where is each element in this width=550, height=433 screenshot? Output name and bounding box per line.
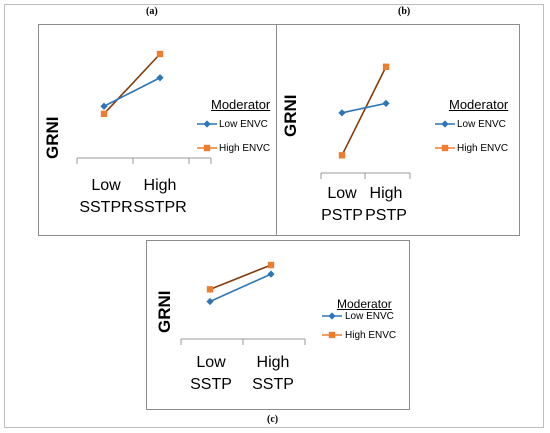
x-tick-line1: Low	[196, 354, 226, 371]
legend-title: Moderator	[449, 97, 509, 112]
x-tick-line2: SSTP	[252, 376, 294, 393]
legend-label-low-envc: Low ENVC	[219, 119, 268, 130]
y-axis-label: GRNI	[43, 116, 62, 160]
legend-marker-high-envc	[203, 144, 211, 152]
data-point-high-envc	[267, 261, 275, 269]
y-axis-label: GRNI	[281, 94, 300, 138]
x-tick-line1: Low	[327, 185, 357, 202]
chart-plot-b	[320, 63, 455, 179]
x-tick-label-low: Low PSTP	[319, 183, 365, 227]
x-tick-line2: PSTP	[321, 207, 363, 224]
legend-label-low-envc: Low ENVC	[457, 119, 506, 130]
x-tick-label-low: Low SSTPR	[79, 175, 133, 219]
series-line-low-envc	[103, 77, 161, 107]
y-axis-label: GRNI	[155, 290, 174, 334]
caption-a: (a)	[146, 6, 158, 17]
data-point-low-envc	[382, 99, 390, 107]
chart-panel-c: GRNI Low SSTP High SSTP Moderator Low EN…	[146, 240, 410, 410]
legend-title: Moderator	[211, 97, 271, 112]
data-point-high-envc	[338, 152, 346, 159]
caption-c: (c)	[267, 414, 279, 425]
data-point-low-envc	[267, 270, 275, 278]
legend-label-high-envc: High ENVC	[219, 143, 271, 154]
legend-marker-high-envc	[441, 144, 449, 152]
data-point-high-envc	[206, 286, 214, 293]
x-tick-line1: High	[369, 185, 403, 202]
data-point-high-envc	[156, 50, 164, 58]
data-point-low-envc	[100, 102, 108, 110]
series-line-low-envc	[341, 102, 387, 114]
series-line-high-envc	[341, 66, 387, 156]
legend-label-high-envc: High ENVC	[345, 330, 397, 341]
x-tick-line1: Low	[91, 177, 121, 194]
caption-b: (b)	[398, 6, 411, 17]
data-point-high-envc	[100, 110, 108, 118]
legend-label-high-envc: High ENVC	[457, 143, 509, 154]
data-point-low-envc	[338, 109, 346, 117]
legend-title: Moderator	[337, 297, 392, 311]
legend-marker-low-envc	[328, 312, 336, 320]
legend-marker-low-envc	[441, 120, 449, 128]
series-line-low-envc	[209, 273, 272, 303]
chart-plot-c	[180, 261, 342, 345]
legend-marker-low-envc	[203, 120, 211, 128]
legend-label-low-envc: Low ENVC	[345, 311, 394, 322]
x-tick-line2: SSTP	[190, 376, 232, 393]
data-point-high-envc	[382, 63, 390, 70]
x-tick-label-high: High PSTP	[363, 183, 409, 227]
data-point-low-envc	[156, 74, 164, 82]
x-tick-label-high: High SSTPR	[133, 175, 187, 219]
legend-marker-high-envc	[328, 331, 336, 339]
chart-panel-b: GRNI Low PSTP High PSTP Moderator Low EN…	[276, 24, 520, 236]
x-tick-label-high: High SSTP	[245, 352, 301, 396]
figure-frame	[4, 4, 544, 428]
chart-plot-a	[76, 50, 217, 164]
x-tick-line2: SSTPR	[133, 199, 187, 216]
series-line-high-envc	[209, 264, 272, 291]
x-tick-line1: High	[256, 354, 290, 371]
x-tick-line2: PSTP	[365, 207, 407, 224]
data-point-low-envc	[206, 297, 214, 306]
x-tick-label-low: Low SSTP	[183, 352, 239, 396]
series-line-high-envc	[103, 53, 161, 115]
x-tick-line1: High	[143, 177, 177, 194]
chart-panel-a: GRNI Low SSTPR High SSTPR Moderator Low …	[38, 24, 277, 236]
x-tick-line2: SSTPR	[79, 199, 133, 216]
